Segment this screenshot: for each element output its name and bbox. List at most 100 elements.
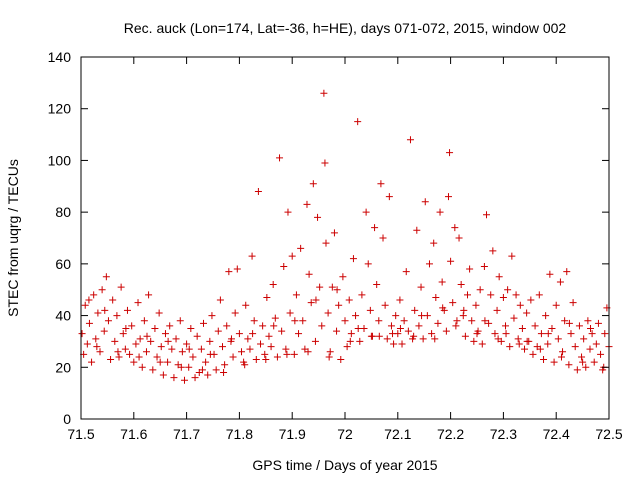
data-point bbox=[480, 262, 488, 270]
data-point bbox=[93, 343, 101, 351]
data-point bbox=[472, 301, 480, 309]
data-point bbox=[172, 335, 180, 343]
data-point bbox=[164, 358, 172, 366]
data-point bbox=[413, 226, 421, 234]
data-point bbox=[85, 296, 93, 304]
data-point bbox=[548, 325, 556, 332]
data-point bbox=[453, 317, 461, 325]
data-point bbox=[468, 317, 476, 325]
data-point bbox=[102, 273, 110, 281]
data-point bbox=[90, 291, 98, 299]
data-point bbox=[269, 281, 277, 289]
data-point bbox=[257, 340, 265, 348]
data-point bbox=[466, 265, 474, 273]
y-tick-label: 140 bbox=[48, 49, 72, 65]
data-point bbox=[402, 268, 410, 276]
data-point bbox=[425, 260, 433, 268]
data-point bbox=[267, 343, 275, 351]
data-point bbox=[354, 118, 362, 126]
data-point bbox=[311, 337, 319, 345]
data-point bbox=[136, 335, 144, 343]
data-point bbox=[337, 356, 345, 364]
data-point bbox=[119, 330, 127, 338]
data-point bbox=[552, 301, 560, 309]
data-point bbox=[387, 322, 395, 330]
data-point bbox=[515, 340, 523, 348]
data-point bbox=[322, 239, 330, 247]
data-point bbox=[587, 325, 595, 332]
data-point bbox=[366, 306, 374, 314]
data-point bbox=[157, 343, 165, 351]
data-point bbox=[514, 335, 522, 343]
data-point bbox=[295, 330, 303, 338]
data-point bbox=[212, 366, 220, 374]
data-point bbox=[101, 306, 109, 314]
data-point bbox=[220, 368, 228, 376]
data-point bbox=[341, 317, 349, 325]
data-point bbox=[145, 291, 153, 299]
data-point bbox=[185, 345, 193, 353]
y-tick-label: 20 bbox=[55, 359, 71, 375]
data-point bbox=[510, 314, 518, 322]
data-point bbox=[135, 353, 143, 361]
data-point bbox=[483, 211, 491, 219]
data-point bbox=[597, 350, 605, 358]
data-point bbox=[142, 348, 150, 356]
axis-ticks: 71.5 71.6 71.7 71.8 71.9 72 72.1 72.2 72.3 72.4 72… bbox=[48, 49, 623, 442]
data-point bbox=[92, 335, 100, 343]
data-point bbox=[83, 340, 91, 348]
data-point bbox=[415, 322, 423, 330]
y-tick-label: 0 bbox=[63, 411, 71, 427]
data-point bbox=[455, 234, 463, 242]
data-point bbox=[531, 322, 539, 330]
data-point bbox=[444, 193, 452, 201]
data-point bbox=[345, 296, 353, 304]
data-point bbox=[180, 376, 188, 384]
data-point bbox=[343, 343, 351, 351]
data-point bbox=[225, 268, 233, 276]
data-point bbox=[314, 213, 322, 221]
data-point bbox=[508, 252, 516, 260]
data-point bbox=[518, 325, 526, 332]
data-point bbox=[571, 343, 579, 351]
x-tick-label: 71.8 bbox=[226, 426, 253, 442]
data-point bbox=[550, 358, 558, 366]
data-point bbox=[233, 265, 241, 273]
data-point bbox=[326, 348, 334, 356]
data-point bbox=[339, 273, 347, 281]
data-point bbox=[375, 332, 383, 340]
data-point bbox=[494, 335, 502, 343]
data-point bbox=[206, 337, 214, 345]
data-point bbox=[227, 335, 235, 343]
data-point bbox=[252, 356, 260, 364]
data-point bbox=[398, 340, 406, 348]
data-point bbox=[578, 353, 586, 361]
y-tick-label: 120 bbox=[48, 101, 72, 117]
data-point bbox=[421, 198, 429, 206]
data-point bbox=[159, 371, 167, 379]
data-point bbox=[248, 252, 256, 260]
data-point bbox=[502, 322, 510, 330]
data-point bbox=[156, 358, 164, 366]
x-tick-label: 72.1 bbox=[384, 426, 411, 442]
data-point bbox=[478, 340, 486, 348]
data-point bbox=[321, 159, 329, 167]
data-point bbox=[330, 229, 338, 237]
data-point bbox=[358, 291, 366, 299]
data-point bbox=[265, 332, 273, 340]
data-point bbox=[352, 312, 360, 320]
data-point bbox=[506, 343, 514, 351]
data-point bbox=[270, 322, 278, 330]
data-point bbox=[193, 332, 201, 340]
data-point bbox=[431, 335, 439, 343]
data-point bbox=[439, 304, 447, 312]
data-point bbox=[582, 363, 590, 371]
data-point bbox=[529, 350, 537, 358]
data-point bbox=[241, 361, 249, 369]
data-point bbox=[199, 319, 207, 327]
data-point bbox=[586, 345, 594, 353]
data-point bbox=[198, 366, 206, 374]
data-point bbox=[580, 335, 588, 343]
x-tick-label: 71.9 bbox=[279, 426, 306, 442]
